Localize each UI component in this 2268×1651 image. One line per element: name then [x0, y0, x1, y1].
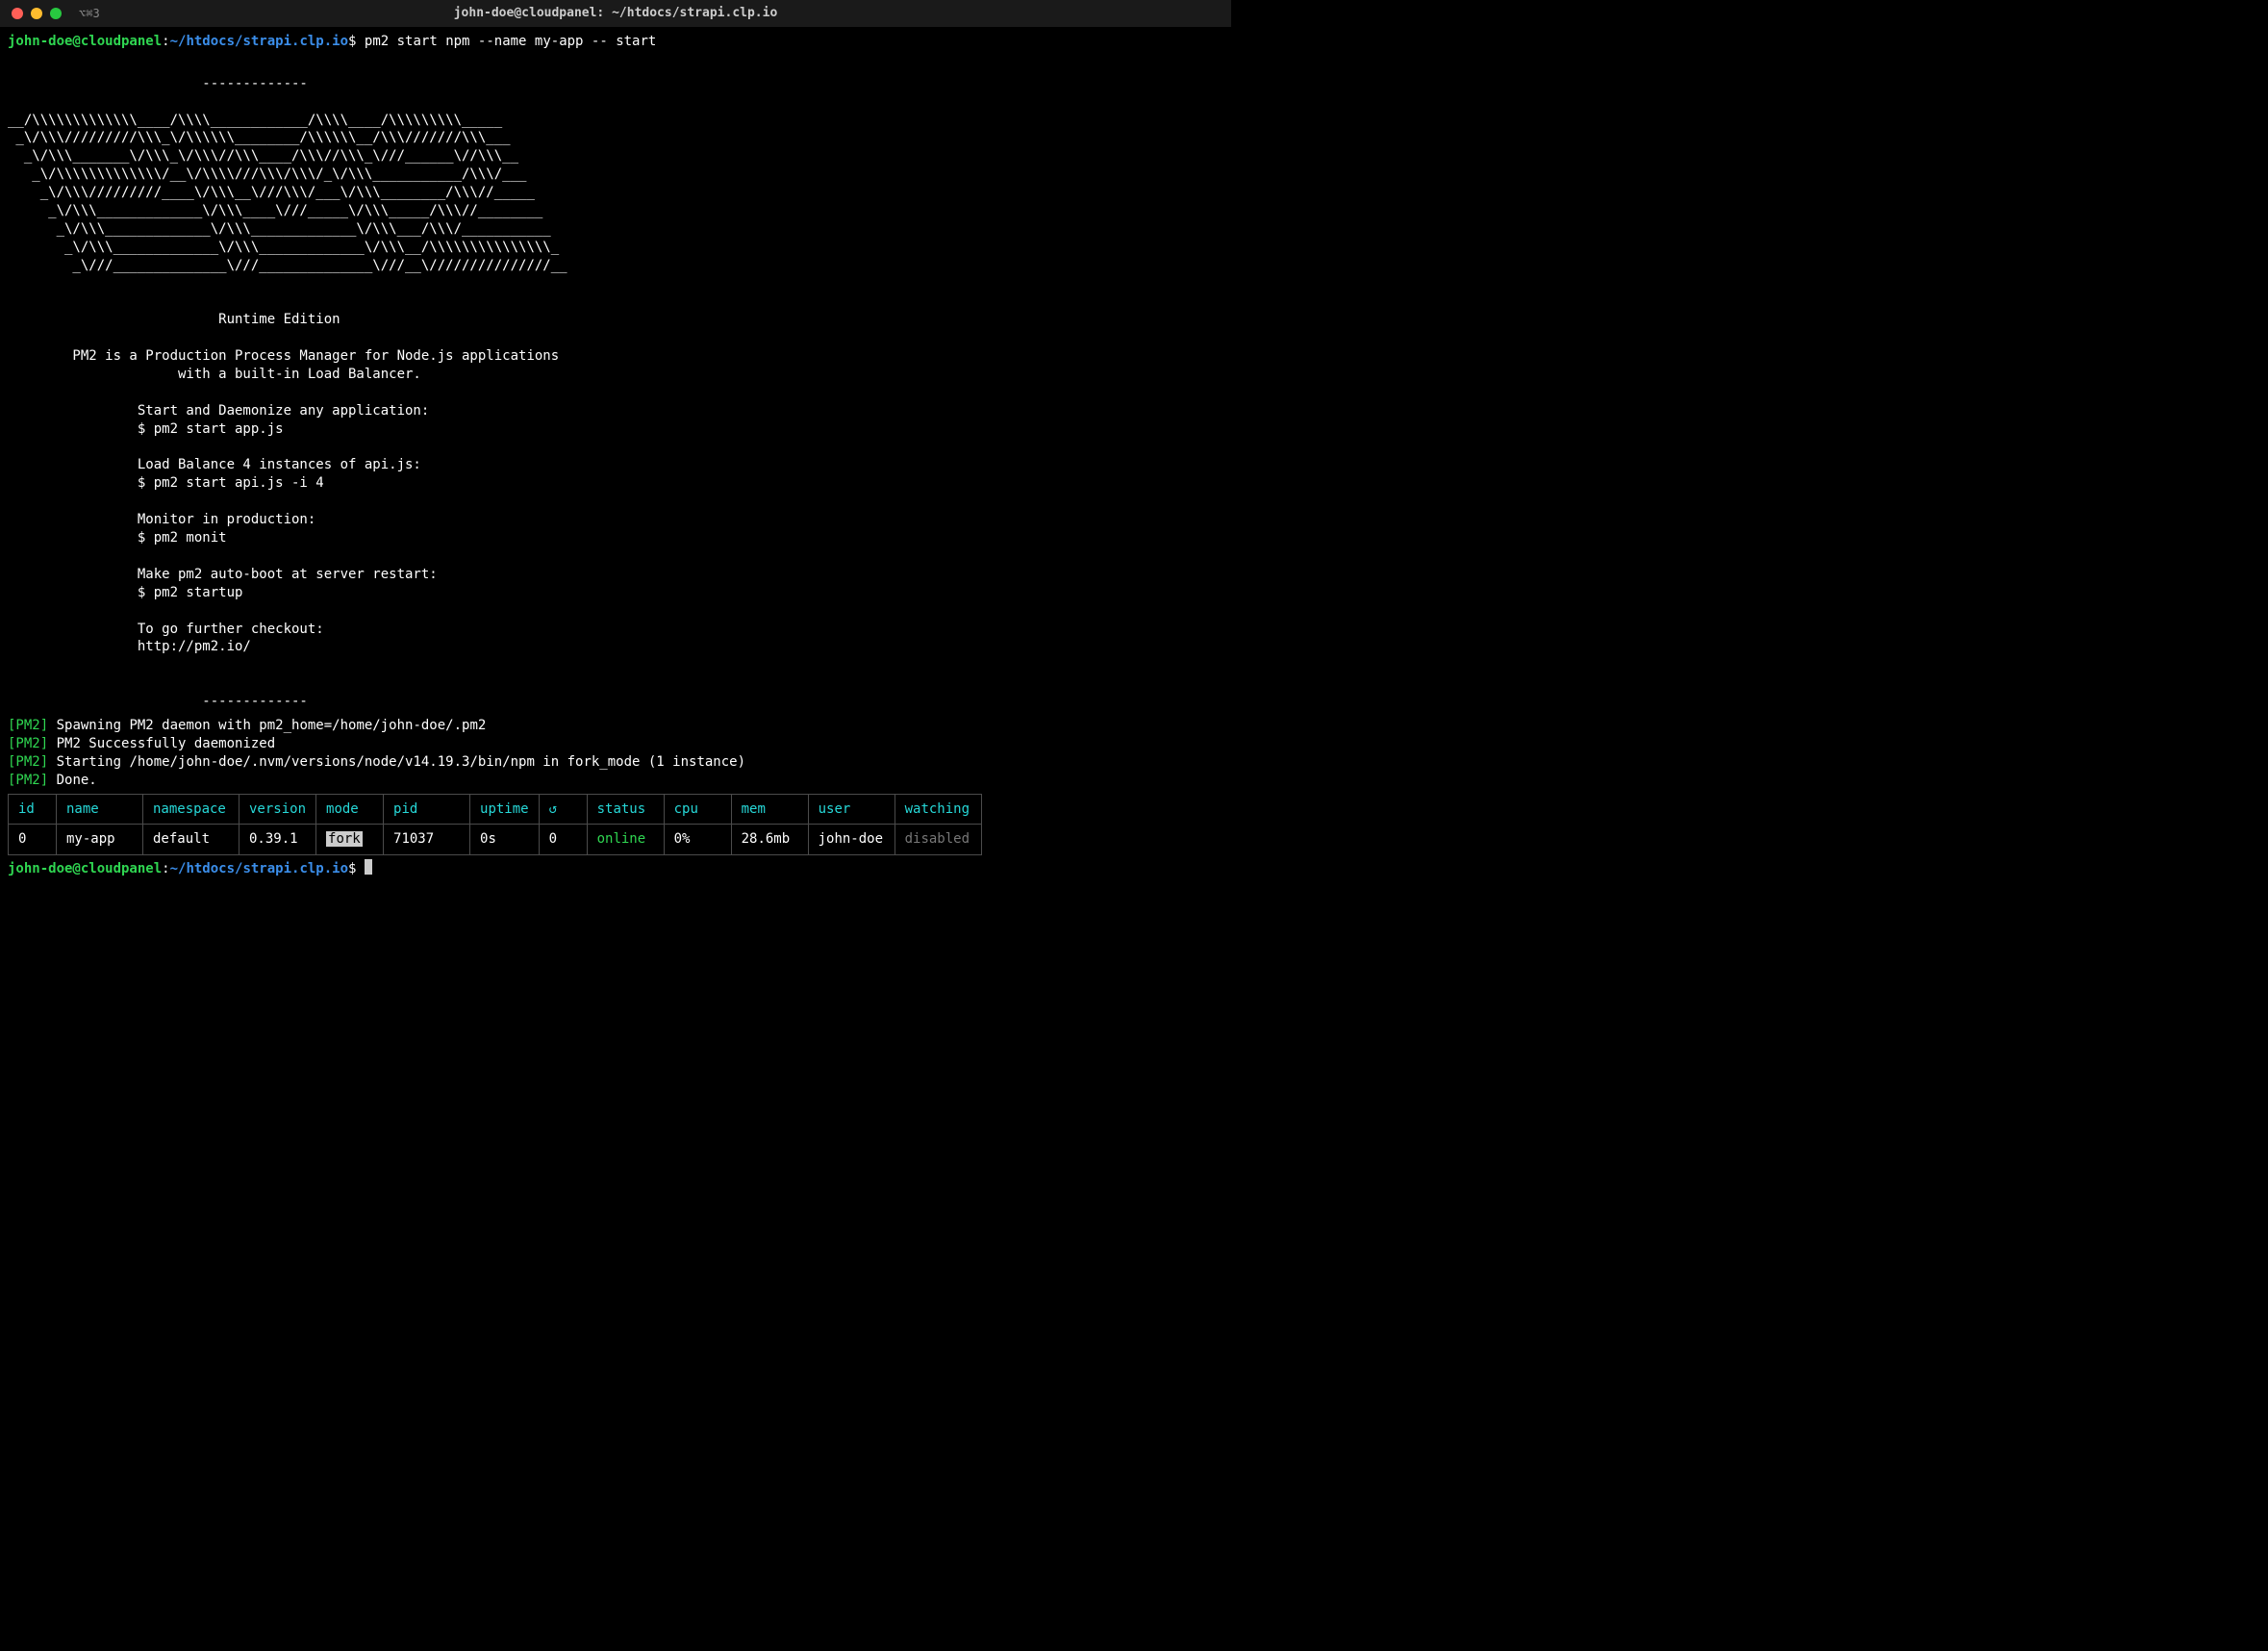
- table-row: 0 my-app default 0.39.1 fork 71037 0s 0 …: [9, 825, 982, 855]
- close-icon[interactable]: [12, 8, 23, 19]
- table-header-cell: namespace: [143, 794, 239, 825]
- minimize-icon[interactable]: [31, 8, 42, 19]
- cell-mem: 28.6mb: [731, 825, 808, 855]
- cell-id: 0: [9, 825, 57, 855]
- pm2-tag: [PM2]: [8, 754, 48, 770]
- table-header-cell: status: [587, 794, 664, 825]
- prompt-user-host: john-doe@cloudpanel: [8, 861, 162, 876]
- prompt-separator: :: [162, 861, 169, 876]
- cell-restarts: 0: [539, 825, 587, 855]
- command-text: pm2 start npm --name my-app -- start: [365, 34, 656, 49]
- table-header-cell: pid: [384, 794, 470, 825]
- pm2-message: Spawning PM2 daemon with pm2_home=/home/…: [48, 718, 486, 733]
- prompt-separator: :: [162, 34, 169, 49]
- maximize-icon[interactable]: [50, 8, 62, 19]
- pm2-log-line: [PM2] PM2 Successfully daemonized: [8, 735, 1223, 753]
- table-header-row: idnamenamespaceversionmodepiduptime↺stat…: [9, 794, 982, 825]
- table-header-cell: uptime: [470, 794, 540, 825]
- pm2-tag: [PM2]: [8, 773, 48, 788]
- table-header-cell: watching: [895, 794, 981, 825]
- prompt-path: ~/htdocs/strapi.clp.io: [170, 34, 348, 49]
- pm2-tag: [PM2]: [8, 718, 48, 733]
- cursor-icon: [365, 859, 372, 875]
- prompt-path: ~/htdocs/strapi.clp.io: [170, 861, 348, 876]
- pm2-process-table: idnamenamespaceversionmodepiduptime↺stat…: [8, 794, 982, 856]
- cell-status: online: [587, 825, 664, 855]
- table-header-cell: cpu: [664, 794, 731, 825]
- cell-mode: fork: [316, 825, 384, 855]
- cell-user: john-doe: [808, 825, 895, 855]
- cell-cpu: 0%: [664, 825, 731, 855]
- window-titlebar: ⌥⌘3 john-doe@cloudpanel: ~/htdocs/strapi…: [0, 0, 1231, 27]
- prompt-dollar: $: [348, 34, 356, 49]
- window-title: john-doe@cloudpanel: ~/htdocs/strapi.clp…: [454, 5, 778, 22]
- cell-version: 0.39.1: [239, 825, 316, 855]
- pm2-message: PM2 Successfully daemonized: [48, 736, 275, 751]
- pm2-banner: ------------- __/\\\\\\\\\\\\\____/\\\\_…: [8, 57, 1223, 711]
- table-header-cell: id: [9, 794, 57, 825]
- tab-shortcut-label: ⌥⌘3: [79, 6, 100, 21]
- prompt-user-host: john-doe@cloudpanel: [8, 34, 162, 49]
- pm2-message: Starting /home/john-doe/.nvm/versions/no…: [48, 754, 745, 770]
- pm2-log-line: [PM2] Done.: [8, 772, 1223, 790]
- traffic-lights: [12, 8, 62, 19]
- pm2-log-block: [PM2] Spawning PM2 daemon with pm2_home=…: [8, 717, 1223, 790]
- table-header-cell: user: [808, 794, 895, 825]
- prompt-line[interactable]: john-doe@cloudpanel:~/htdocs/strapi.clp.…: [8, 859, 1223, 878]
- pm2-message: Done.: [48, 773, 97, 788]
- table-header-cell: version: [239, 794, 316, 825]
- table-header-cell: mem: [731, 794, 808, 825]
- cell-name: my-app: [57, 825, 143, 855]
- cell-namespace: default: [143, 825, 239, 855]
- prompt-dollar: $: [348, 861, 356, 876]
- cell-mode-value: fork: [326, 831, 363, 847]
- cell-watching: disabled: [895, 825, 981, 855]
- cell-pid: 71037: [384, 825, 470, 855]
- table-header-cell: ↺: [539, 794, 587, 825]
- pm2-tag: [PM2]: [8, 736, 48, 751]
- pm2-log-line: [PM2] Spawning PM2 daemon with pm2_home=…: [8, 717, 1223, 735]
- prompt-line: john-doe@cloudpanel:~/htdocs/strapi.clp.…: [8, 33, 1223, 51]
- table-header-cell: mode: [316, 794, 384, 825]
- terminal-body[interactable]: john-doe@cloudpanel:~/htdocs/strapi.clp.…: [0, 27, 1231, 884]
- cell-uptime: 0s: [470, 825, 540, 855]
- table-header-cell: name: [57, 794, 143, 825]
- pm2-log-line: [PM2] Starting /home/john-doe/.nvm/versi…: [8, 753, 1223, 772]
